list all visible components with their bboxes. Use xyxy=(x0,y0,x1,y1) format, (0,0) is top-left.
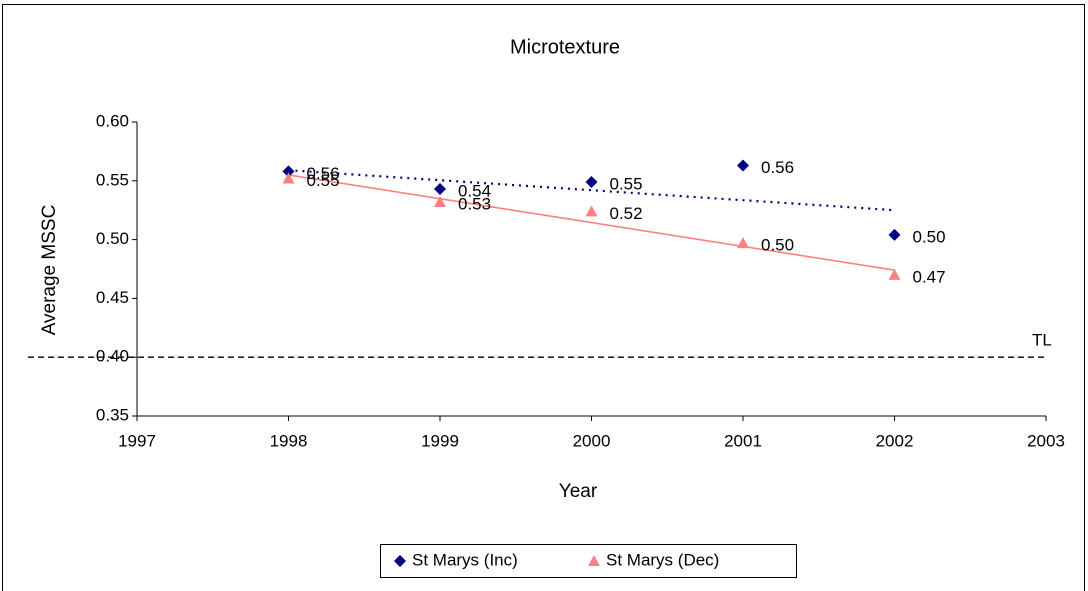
point xyxy=(888,228,901,241)
point xyxy=(282,172,295,184)
trend-line xyxy=(288,174,895,271)
x-tick-label: 2003 xyxy=(1027,431,1065,450)
x-tick-label: 1999 xyxy=(421,431,459,450)
point xyxy=(888,268,901,280)
chart-border xyxy=(2,4,1085,591)
y-tick-label: 0.35 xyxy=(96,405,129,424)
data-label: 0.50 xyxy=(913,227,946,246)
x-tick-label: 1998 xyxy=(270,431,308,450)
data-label: 0.50 xyxy=(761,236,794,255)
x-tick-label: 2000 xyxy=(573,431,611,450)
data-label: 0.53 xyxy=(458,194,491,213)
x-tick-label: 1997 xyxy=(118,431,156,450)
point xyxy=(434,183,446,196)
legend xyxy=(380,544,797,578)
point xyxy=(282,165,295,178)
x-tick-label: 2002 xyxy=(876,431,914,450)
legend-marker xyxy=(394,555,406,567)
point xyxy=(585,205,598,217)
data-label: 0.56 xyxy=(761,158,794,177)
y-axis-label: Average MSSC xyxy=(39,205,60,336)
chart-title: Microtexture xyxy=(510,36,620,58)
y-tick-label: 0.60 xyxy=(96,111,129,130)
point xyxy=(434,195,446,207)
legend-label: St Marys (Dec) xyxy=(606,550,719,569)
data-label: 0.47 xyxy=(913,267,946,286)
reference-label: TL xyxy=(1032,331,1052,350)
data-label: 0.55 xyxy=(610,174,643,193)
data-label: 0.56 xyxy=(307,164,340,183)
y-tick-label: 0.45 xyxy=(96,288,129,307)
point xyxy=(585,175,598,188)
data-label: 0.54 xyxy=(458,182,491,201)
legend-marker xyxy=(588,555,600,566)
point xyxy=(737,159,749,172)
x-tick-label: 2001 xyxy=(724,431,762,450)
legend-label: St Marys (Inc) xyxy=(412,550,518,569)
x-axis-label: Year xyxy=(559,481,598,502)
data-label: 0.52 xyxy=(610,204,643,223)
y-tick-label: 0.40 xyxy=(96,347,129,366)
point xyxy=(737,237,749,249)
y-tick-label: 0.50 xyxy=(96,229,129,248)
data-label: 0.55 xyxy=(307,171,340,190)
y-tick-label: 0.55 xyxy=(96,170,129,189)
